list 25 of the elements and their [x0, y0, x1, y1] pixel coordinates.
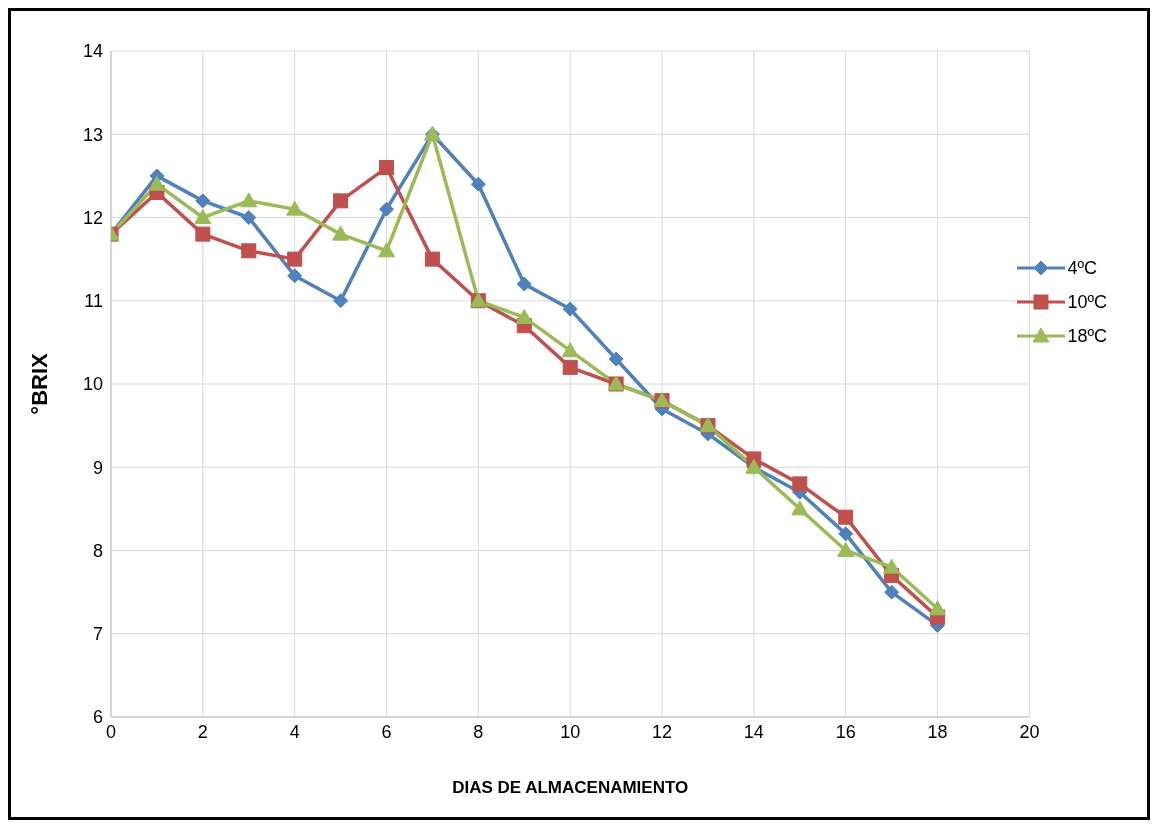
- y-tick-label: 12: [82, 207, 103, 228]
- y-tick-label: 11: [84, 291, 103, 312]
- y-tick-label: 8: [92, 540, 103, 561]
- x-tick-label: 14: [743, 721, 764, 742]
- y-tick-label: 7: [92, 624, 103, 645]
- legend-label: 4ºC: [1067, 257, 1097, 279]
- x-tick-label: 6: [381, 721, 392, 742]
- y-tick-label: 14: [82, 41, 103, 62]
- y-tick-label: 13: [82, 124, 103, 145]
- x-tick-label: 16: [835, 721, 856, 742]
- x-tick-label: 18: [927, 721, 948, 742]
- y-tick-label: 6: [92, 707, 103, 728]
- y-tick-label: 10: [82, 374, 103, 395]
- legend-label: 10ºC: [1067, 291, 1107, 313]
- x-axis-title: DIAS DE ALMACENAMIENTO: [452, 778, 689, 797]
- x-tick-label: 20: [1019, 721, 1040, 742]
- x-tick-label: 0: [105, 721, 117, 742]
- x-tick-label: 12: [652, 721, 673, 742]
- y-axis-title: °BRIX: [26, 352, 52, 415]
- legend-label: 18ºC: [1067, 325, 1107, 347]
- x-tick-label: 4: [289, 721, 300, 742]
- y-tick-label: 9: [92, 457, 103, 478]
- x-tick-label: 8: [473, 721, 484, 742]
- x-tick-label: 10: [560, 721, 581, 742]
- x-tick-label: 2: [197, 721, 208, 742]
